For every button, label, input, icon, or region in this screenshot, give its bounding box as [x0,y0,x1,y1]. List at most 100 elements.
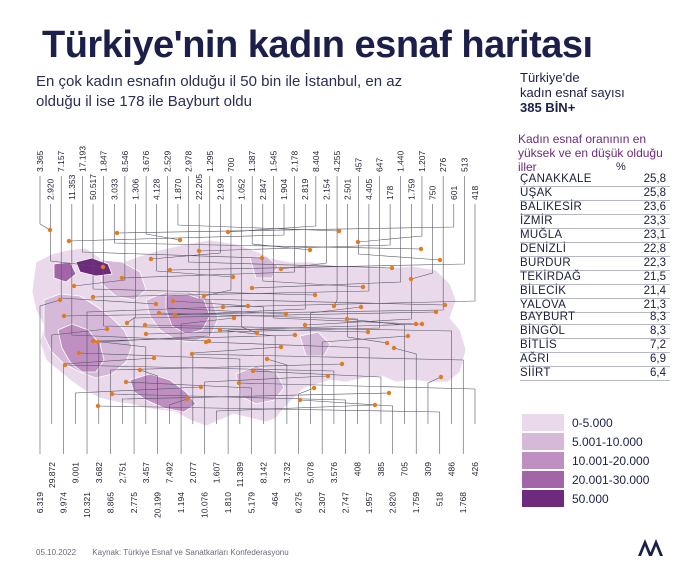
rank-row: İZMİR 23,3 [520,215,670,229]
city-marker [344,316,350,322]
bottom-callout-value: 464 [270,492,280,506]
bottom-callout-labels: 6.31929.8729.9749.00110.3213.6828.8652.7… [35,462,480,518]
city-marker [307,247,313,253]
bottom-callout-value: 1.607 [211,462,221,484]
city-marker [331,303,337,309]
percent-symbol: % [616,161,626,173]
bottom-callout-value: 3.576 [329,462,339,484]
footer: 05.10.2022 Kaynak: Türkiye Esnaf ve Sana… [36,548,303,557]
city-marker [405,333,411,339]
top-callout-value: 2.193 [215,178,225,200]
top-callout-line [50,204,104,268]
top-callout-line [174,204,306,316]
rank-name: BİNGÖL [520,325,566,337]
rank-row: DENİZLİ 22,8 [520,243,670,257]
bottom-callout-line [78,352,241,424]
legend-swatch [522,452,564,469]
legend-item: 5.001-10.000 [522,433,649,450]
rank-row: BAYBURT 8,3 [520,311,670,325]
rank-value: 23,3 [643,215,666,227]
top-callout-value: 1.387 [247,150,257,172]
city-marker [312,292,318,298]
city-marker [292,332,298,338]
rank-name: YALOVA [520,299,567,311]
city-marker [217,327,223,333]
top-callout-line [410,204,433,280]
top-callout-value: 1.295 [205,150,215,172]
city-marker [62,362,68,368]
bottom-callout-line [427,376,442,424]
page-title: Türkiye'nin kadın esnaf haritası [42,24,593,66]
bottom-callout-value: 9.001 [70,462,80,484]
city-marker [259,255,265,261]
top-callout-line [357,176,441,261]
bottom-callout-value: 309 [423,462,433,476]
top-callout-line [82,176,263,259]
top-callout-value: 750 [428,186,438,200]
city-marker [95,403,101,409]
bottom-callout-line [125,381,252,454]
top-callout-line [60,176,157,305]
top-callout-line [92,204,370,298]
city-marker [236,380,242,386]
bottom-callout-line [158,312,358,424]
city-marker [231,315,237,321]
bottom-callout-value: 6.319 [35,492,45,514]
top-callout-value: 2.501 [343,178,353,200]
bottom-callout-line [74,386,202,424]
bottom-callout-value: 2.775 [129,492,139,514]
top-callout-value: 1.052 [237,178,247,200]
rank-row: BALIKESİR 23,6 [520,201,670,215]
legend-label: 50.000 [572,491,609,506]
top-callout-value: 1.545 [268,150,278,172]
city-marker [61,313,67,319]
rank-name: İZMİR [520,215,553,227]
map-legend: 0-5.000 5.001-10.000 10.001-20.000 20.00… [522,414,649,509]
top-callout-line [198,204,391,252]
city-marker [389,265,395,271]
bottom-callout-line [139,369,158,454]
rank-value: 21,4 [643,285,666,297]
bottom-callout-value: 705 [399,462,409,476]
legend-swatch [522,414,564,431]
bottom-callout-value: 10.076 [200,492,210,518]
bottom-callout-line [39,299,61,454]
rank-row: SİİRT 6,4 [520,367,670,381]
city-marker [408,276,414,282]
top-callout-line [251,176,402,289]
city-marker [143,331,149,337]
city-marker [336,228,342,234]
rank-row: UŞAK 25,8 [520,187,670,201]
bottom-callout-line [321,335,409,454]
rank-row: YALOVA 21,3 [520,299,670,313]
bottom-callout-value: 2.751 [117,462,127,484]
city-marker [66,238,72,244]
city-marker [358,304,364,310]
bottom-callout-line [252,370,382,424]
top-callout-line [222,204,476,308]
city-marker [360,284,366,290]
top-callout-value: 457 [353,158,363,172]
bottom-callout-value: 11.389 [235,462,245,488]
aa-logo-icon [638,539,663,556]
rank-row: TEKİRDAĞ 21,5 [520,271,670,285]
rank-row: ÇANAKKALE 25,8 [520,173,670,187]
city-marker [302,322,308,328]
total-value: 385 BİN+ [520,100,576,115]
rank-name: BAYBURT [520,311,576,323]
rank-name: SİİRT [520,367,551,379]
bottom-callout-line [205,341,370,454]
bottom-ranking-list: BAYBURT 8,3 BİNGÖL 8,3 BİTLİS 7,2 AĞRI 6,9 S… [520,311,670,381]
city-marker [386,390,392,396]
top-callout-value: 4.405 [364,178,374,200]
top-callout-value: 4.128 [152,178,162,200]
rank-row: BİTLİS 7,2 [520,339,670,353]
city-marker [365,329,371,335]
bottom-callout-value: 2.307 [317,492,327,514]
rank-value: 8,3 [650,311,666,323]
bottom-callout-value: 3.732 [282,462,292,484]
rank-name: ÇANAKKALE [520,173,592,185]
bottom-callout-value: 5.179 [247,492,257,514]
city-marker [372,402,378,408]
top-callout-value: 22.205 [194,174,204,200]
